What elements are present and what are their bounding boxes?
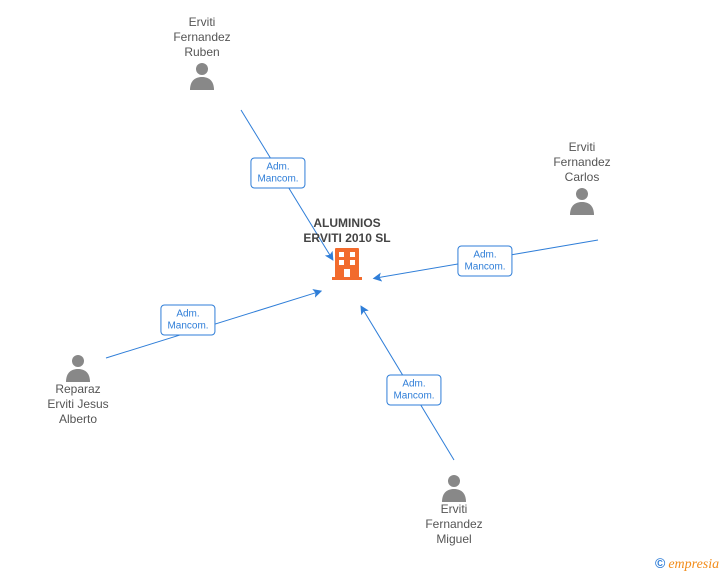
person-node[interactable]: Erviti Fernandez Miguel (394, 472, 514, 547)
person-node[interactable]: Erviti Fernandez Ruben (142, 15, 262, 90)
edge-label: Adm. Mancom. (457, 246, 512, 277)
person-label: Reparaz Erviti Jesus Alberto (18, 382, 138, 427)
company-label: ALUMINIOS ERVITI 2010 SL (287, 216, 407, 246)
building-icon (287, 246, 407, 280)
person-label: Erviti Fernandez Ruben (142, 15, 262, 60)
edges-layer (0, 0, 728, 575)
company-node[interactable]: ALUMINIOS ERVITI 2010 SL (287, 216, 407, 280)
edge-label: Adm. Mancom. (250, 158, 305, 189)
person-icon (142, 60, 262, 90)
person-node[interactable]: Reparaz Erviti Jesus Alberto (18, 352, 138, 427)
edge-label: Adm. Mancom. (386, 375, 441, 406)
diagram-canvas: ALUMINIOS ERVITI 2010 SL Erviti Fernande… (0, 0, 728, 575)
person-icon (394, 472, 514, 502)
watermark-brand: empresia (668, 557, 719, 572)
watermark: ©empresia (655, 555, 719, 573)
copyright-symbol: © (655, 555, 665, 571)
person-icon (522, 185, 642, 215)
person-node[interactable]: Erviti Fernandez Carlos (522, 140, 642, 215)
person-icon (18, 352, 138, 382)
person-label: Erviti Fernandez Carlos (522, 140, 642, 185)
person-label: Erviti Fernandez Miguel (394, 502, 514, 547)
edge-label: Adm. Mancom. (160, 305, 215, 336)
